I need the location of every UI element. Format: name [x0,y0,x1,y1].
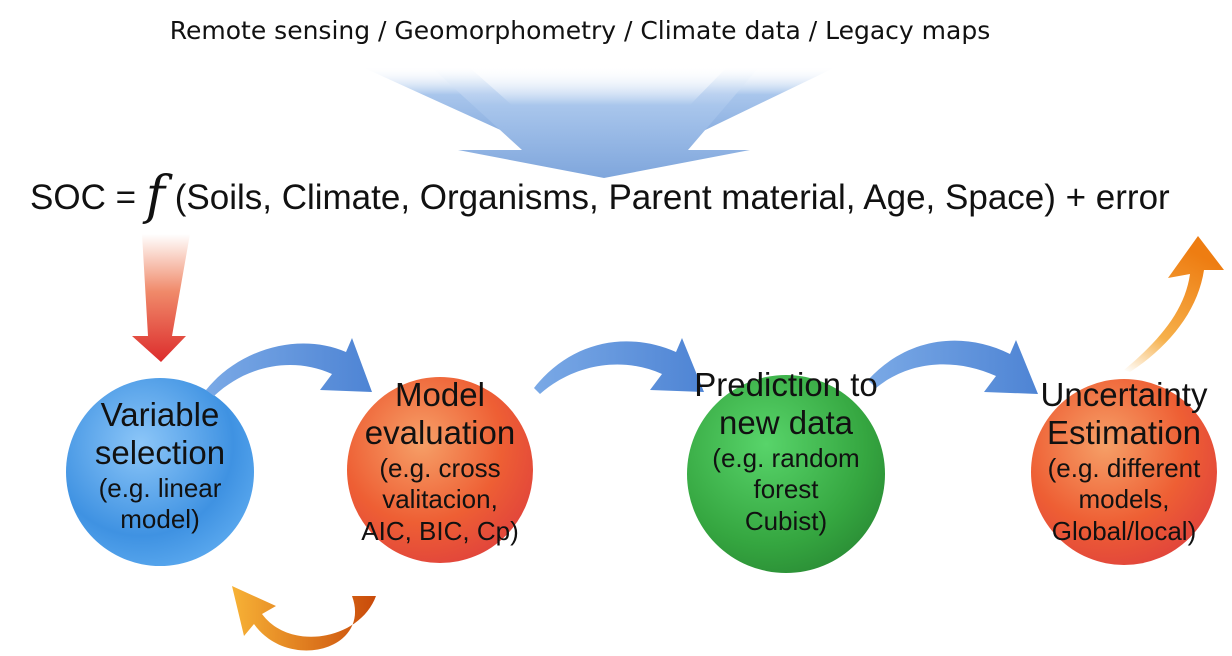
function-symbol: f [145,166,165,226]
step-detail-line: (e.g. linear [98,472,222,503]
step-detail-line: AIC, BIC, Cp) [361,515,519,546]
step-detail-line: valitacion, [382,484,498,515]
red-down-arrow [132,234,190,362]
step-variable-selection: Variable selection (e.g. linear model) [60,396,260,536]
step-detail-line: models, [1078,484,1170,515]
feedback-loop-arrow [232,586,376,651]
flow-arrow-3 [868,340,1038,394]
circle-prediction [687,375,885,573]
flow-arrow-2 [534,338,704,394]
step-title-line: new data [719,404,853,442]
equation-right: (Soils, Climate, Organisms, Parent mater… [174,178,1170,217]
circle-model-evaluation [347,377,533,563]
step-prediction: Prediction to new data (e.g. random fore… [676,366,896,538]
circle-uncertainty [1031,379,1217,565]
step-model-evaluation: Model evaluation (e.g. cross valitacion,… [330,376,550,548]
step-title-line: evaluation [364,414,516,452]
orange-up-arrow [1124,236,1224,372]
step-title-line: Model [395,376,485,413]
step-detail-line: Global/local) [1051,515,1197,546]
step-uncertainty: Uncertainty Estimation (e.g. different m… [1018,376,1230,548]
top-caption: Remote sensing / Geomorphometry / Climat… [169,16,991,45]
flow-arrow-1 [206,338,372,396]
step-detail-line: model) [120,504,200,535]
step-title-line: Prediction to [694,366,878,403]
step-title-line: Uncertainty [1040,376,1208,413]
step-title-line: Estimation [1046,414,1202,452]
step-title-line: selection [94,434,226,472]
step-detail-line: forest [753,474,819,505]
equation-left: SOC = [30,178,137,217]
step-detail-line: (e.g. cross [379,452,501,483]
step-title-line: Variable [100,396,220,433]
step-detail-line: (e.g. random [712,442,860,473]
step-detail-line: Cubist) [744,505,828,536]
input-arrow [360,66,838,178]
soc-equation: SOC = f (Soils, Climate, Organisms, Pare… [30,170,1170,222]
circle-variable-selection [66,378,254,566]
step-detail-line: (e.g. different [1047,452,1201,483]
